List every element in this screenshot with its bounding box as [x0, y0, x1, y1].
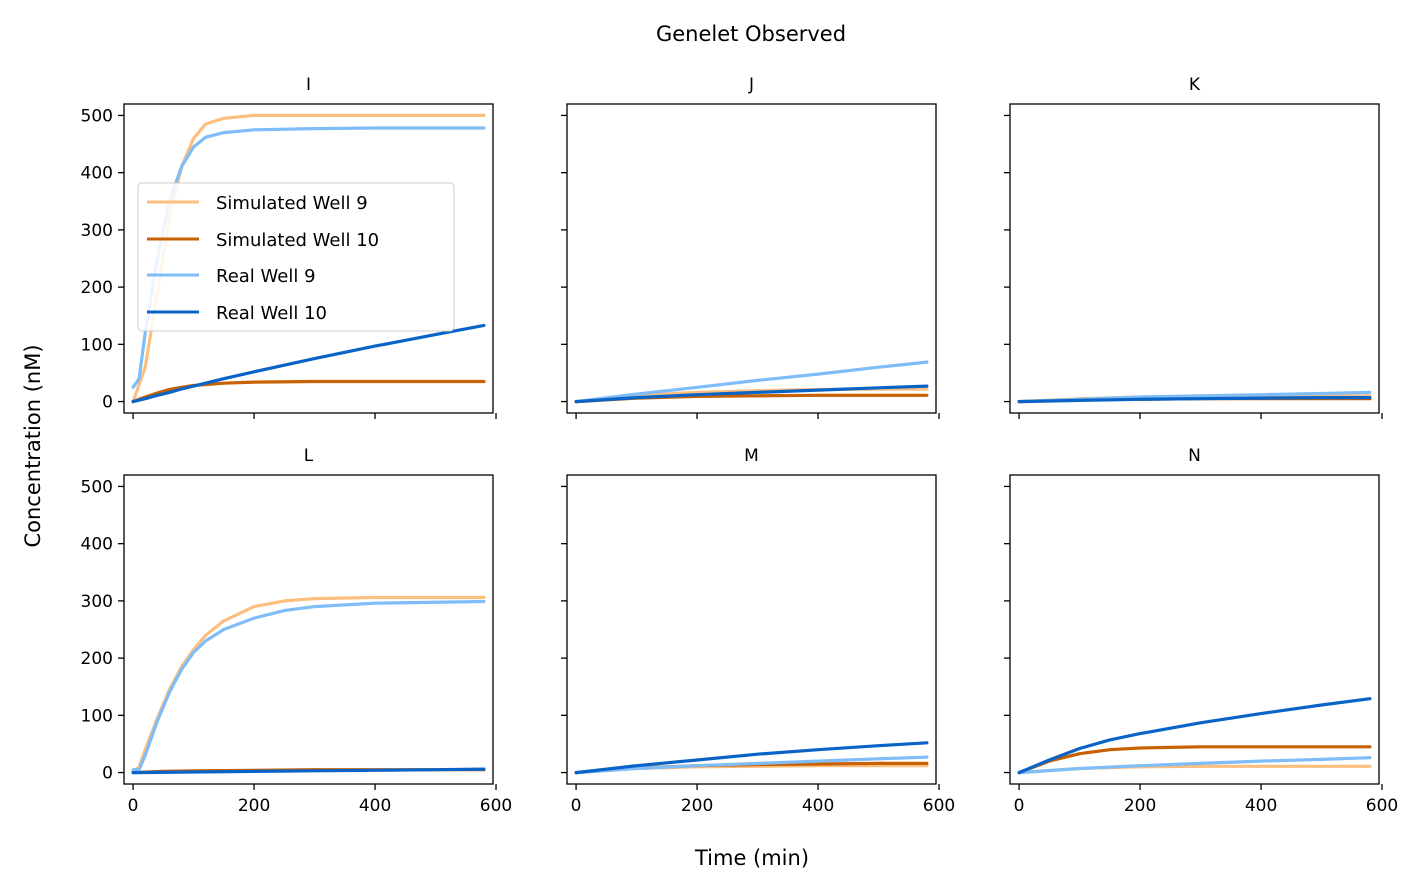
panel-frame-m: [566, 474, 937, 785]
x-tick-label-m-0: 0: [571, 796, 582, 816]
y-tick-label-i-400: 400: [81, 164, 113, 184]
figure-x-label: Time (min): [694, 846, 809, 870]
panel-m: M 0 200 400 600: [561, 446, 955, 816]
panel-title-k: K: [1189, 75, 1201, 95]
y-tick-label-l-400: 400: [81, 535, 113, 555]
panel-l: L 0 200 400 600 0 100 200 300 400 500: [81, 446, 513, 816]
panel-lines-k: [1017, 390, 1372, 404]
series-line-real-well-10-n: [1017, 697, 1372, 775]
series-line-simulated-well-9-l: [131, 595, 486, 775]
y-tick-label-l-300: 300: [81, 592, 113, 612]
y-tick-label-l-0: 0: [102, 764, 113, 784]
series-line-real-well-10-m: [574, 741, 929, 775]
y-tick-label-i-500: 500: [81, 106, 113, 126]
series-line-real-well-10-i: [131, 323, 486, 404]
legend-label-simulated-well-10: Simulated Well 10: [216, 230, 379, 251]
panel-lines-m: [574, 741, 929, 775]
panel-title-n: N: [1188, 446, 1201, 466]
y-tick-label-i-300: 300: [81, 221, 113, 241]
panel-lines-l: [131, 595, 486, 775]
legend: Simulated Well 9 Simulated Well 10 Real …: [137, 182, 455, 332]
x-tick-label-m-200: 200: [681, 796, 713, 816]
panel-lines-n: [1017, 697, 1372, 775]
x-tick-label-l-0: 0: [128, 796, 139, 816]
x-tick-label-n-0: 0: [1014, 796, 1025, 816]
panel-n: N 0 200 400 600: [1004, 446, 1398, 816]
figure-y-label: Concentration (nM): [21, 344, 45, 547]
panel-title-i: I: [306, 75, 311, 95]
x-tick-label-m-400: 400: [802, 796, 834, 816]
legend-label-simulated-well-9: Simulated Well 9: [216, 193, 368, 214]
panel-title-m: M: [744, 446, 759, 466]
series-line-simulated-well-10-n: [1017, 745, 1372, 775]
panels: I 0 100 200 300 400 500 J K L 0 200 400 600 0 100 200 300…: [81, 75, 1399, 816]
panel-lines-j: [574, 360, 929, 404]
x-tick-label-l-600: 600: [480, 796, 512, 816]
panel-k: K: [1004, 75, 1383, 419]
legend-label-real-well-9: Real Well 9: [216, 266, 316, 287]
legend-label-real-well-10: Real Well 10: [216, 303, 327, 324]
x-tick-label-m-600: 600: [923, 796, 955, 816]
panel-frame-n: [1009, 474, 1380, 785]
panel-frame-j: [566, 103, 937, 414]
figure-title: Genelet Observed: [656, 22, 846, 46]
panel-title-l: L: [304, 446, 314, 466]
y-tick-label-i-0: 0: [102, 393, 113, 413]
panel-i: I 0 100 200 300 400 500: [81, 75, 497, 419]
panel-frame-i: [123, 103, 494, 414]
series-line-real-well-9-n: [1017, 756, 1372, 775]
series-line-real-well-9-l: [131, 599, 486, 772]
x-tick-label-l-400: 400: [359, 796, 391, 816]
series-line-real-well-10-j: [574, 384, 929, 404]
series-line-real-well-9-m: [574, 755, 929, 775]
panel-j: J: [561, 75, 940, 419]
series-line-real-well-10-l: [131, 767, 486, 775]
y-tick-label-i-100: 100: [81, 335, 113, 355]
panel-title-j: J: [748, 75, 754, 95]
legend-frame: [137, 182, 455, 332]
y-tick-label-l-500: 500: [81, 477, 113, 497]
x-tick-label-l-200: 200: [238, 796, 270, 816]
series-line-real-well-9-i: [131, 126, 486, 389]
y-tick-label-l-100: 100: [81, 706, 113, 726]
series-line-real-well-9-j: [574, 360, 929, 404]
y-tick-label-i-200: 200: [81, 278, 113, 298]
panel-frame-l: [123, 474, 494, 785]
x-tick-label-n-400: 400: [1245, 796, 1277, 816]
panel-frame-k: [1009, 103, 1380, 414]
x-tick-label-n-600: 600: [1366, 796, 1398, 816]
y-tick-label-l-200: 200: [81, 649, 113, 669]
x-tick-label-n-200: 200: [1124, 796, 1156, 816]
series-line-real-well-10-k: [1017, 396, 1372, 404]
